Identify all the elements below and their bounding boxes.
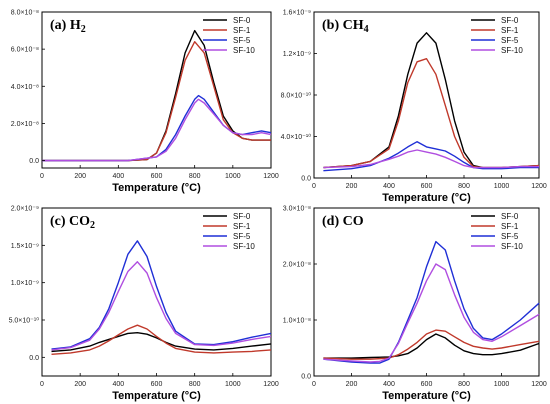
legend-label: SF-10: [501, 46, 523, 55]
y-tick-label: 2.0×10⁻⁹: [11, 206, 39, 213]
x-axis-label: Temperature (°C): [112, 182, 201, 194]
legend-label: SF-0: [233, 212, 251, 221]
y-tick-label: 6.0×10⁻⁸: [11, 47, 39, 54]
y-tick-label: 1.6×10⁻⁹: [283, 10, 311, 17]
x-tick-label: 1000: [494, 183, 510, 190]
chart-panel-4: 0 200 400 600 800 1000 1200 0.0 1.0×10⁻⁸ 2.0×10⁻⁸…: [283, 206, 547, 403]
legend-label: SF-5: [501, 36, 519, 45]
series-line-sf-5: [51, 240, 272, 350]
x-tick-label: 200: [74, 381, 86, 388]
x-tick-label: 800: [458, 183, 470, 190]
x-tick-label: 1000: [225, 381, 241, 388]
legend: SF-0SF-1SF-5SF-10: [203, 212, 255, 251]
series-line-sf-5: [42, 94, 272, 162]
chart-panel-1: 0 200 400 600 800 1000 1200 0.0 2.0×10⁻⁸ 4.0×10⁻⁸…: [11, 10, 279, 195]
x-tick-label: 800: [189, 381, 201, 388]
x-tick-label: 0: [312, 183, 316, 190]
x-axis-label: Temperature (°C): [112, 390, 201, 402]
y-tick-label: 0.0: [301, 176, 311, 183]
series-line-sf-1: [323, 58, 540, 169]
legend-label: SF-5: [233, 36, 251, 45]
x-tick-label: 1200: [263, 173, 279, 180]
legend-label: SF-0: [501, 16, 519, 25]
legend-label: SF-10: [501, 242, 523, 251]
legend-label: SF-1: [233, 222, 251, 231]
x-tick-label: 400: [383, 381, 395, 388]
x-tick-label: 200: [74, 173, 86, 180]
x-tick-label: 400: [383, 183, 395, 190]
y-tick-label: 0.0: [29, 158, 39, 165]
x-tick-label: 800: [458, 381, 470, 388]
x-axis-label: Temperature (°C): [382, 192, 471, 204]
y-tick-label: 2.0×10⁻⁸: [11, 121, 39, 128]
x-tick-label: 0: [312, 381, 316, 388]
legend-label: SF-0: [233, 16, 251, 25]
x-tick-label: 600: [151, 381, 163, 388]
chart-panel-2: 0 200 400 600 800 1000 1200 0.0 4.0×10⁻¹⁰ 8.0×10⁻…: [281, 10, 547, 205]
y-tick-label: 5.0×10⁻¹⁰: [9, 317, 40, 325]
series-line-sf-5: [323, 240, 540, 364]
series-line-sf-10: [42, 98, 272, 162]
y-tick-label: 8.0×10⁻¹⁰: [281, 92, 312, 100]
y-tick-label: 8.0×10⁻⁸: [11, 10, 39, 17]
x-tick-label: 1200: [531, 183, 547, 190]
y-tick-label: 4.0×10⁻¹⁰: [281, 133, 312, 141]
legend-label: SF-5: [501, 232, 519, 241]
series-line-sf-10: [51, 261, 272, 351]
x-tick-label: 1200: [263, 381, 279, 388]
y-tick-label: 4.0×10⁻⁸: [11, 84, 39, 91]
x-tick-label: 600: [151, 173, 163, 180]
legend: SF-0SF-1SF-5SF-10: [471, 16, 523, 55]
x-tick-label: 200: [346, 381, 358, 388]
x-tick-label: 400: [112, 381, 124, 388]
x-tick-label: 0: [40, 381, 44, 388]
x-tick-label: 400: [112, 173, 124, 180]
panel-title: (d) CO: [322, 214, 364, 229]
series-line-sf-0: [51, 332, 272, 353]
series-line-sf-10: [323, 149, 539, 169]
y-tick-label: 1.2×10⁻⁹: [283, 51, 311, 58]
legend-label: SF-1: [501, 222, 519, 231]
y-tick-label: 1.5×10⁻⁹: [11, 243, 39, 250]
y-tick-label: 1.0×10⁻⁹: [11, 280, 39, 287]
x-tick-label: 1000: [494, 381, 510, 388]
y-tick-label: 2.0×10⁻⁸: [283, 262, 311, 269]
panel-title: (b) CH4: [322, 18, 369, 35]
x-tick-label: 600: [421, 183, 433, 190]
series-line-sf-1: [51, 324, 272, 355]
legend-label: SF-10: [233, 46, 255, 55]
y-tick-label: 0.0: [301, 374, 311, 381]
legend-label: SF-10: [233, 242, 255, 251]
x-tick-label: 1200: [531, 381, 547, 388]
chart-panel-3: 0 200 400 600 800 1000 1200 0.0 5.0×10⁻¹⁰ 1.0×10⁻…: [9, 206, 279, 403]
x-tick-label: 0: [40, 173, 44, 180]
y-tick-label: 0.0: [29, 355, 39, 362]
x-tick-label: 600: [421, 381, 433, 388]
series-line-sf-1: [323, 329, 540, 360]
y-tick-label: 1.0×10⁻⁸: [283, 318, 311, 325]
panel-title: (a) H2: [50, 18, 86, 35]
panel-title: (c) CO2: [50, 214, 95, 231]
y-tick-label: 3.0×10⁻⁸: [283, 206, 311, 213]
x-tick-label: 800: [189, 173, 201, 180]
x-tick-label: 200: [346, 183, 358, 190]
x-axis-label: Temperature (°C): [382, 390, 471, 402]
legend: SF-0SF-1SF-5SF-10: [203, 16, 255, 55]
legend-label: SF-1: [233, 26, 251, 35]
series-line-sf-0: [323, 333, 540, 359]
legend-label: SF-5: [233, 232, 251, 241]
series-line-sf-1: [42, 41, 271, 162]
x-tick-label: 1000: [225, 173, 241, 180]
legend-label: SF-1: [501, 26, 519, 35]
series-line-sf-10: [323, 263, 540, 363]
legend: SF-0SF-1SF-5SF-10: [471, 212, 523, 251]
legend-label: SF-0: [501, 212, 519, 221]
